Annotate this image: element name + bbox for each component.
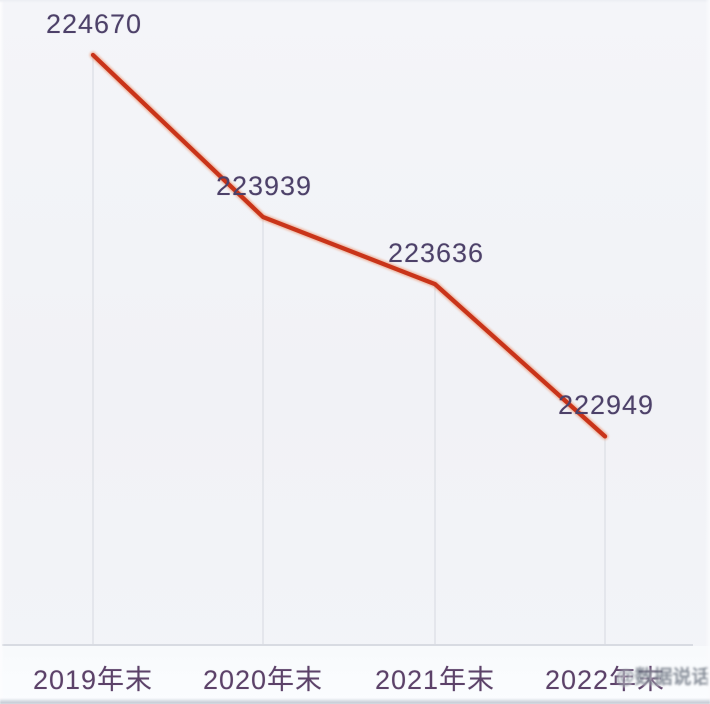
image-edge-bottom — [0, 698, 710, 704]
data-label: 223636 — [387, 238, 485, 269]
watermark: @数据说话 — [616, 667, 710, 688]
x-axis-label: 2019年末 — [32, 665, 154, 695]
data-label: 224670 — [45, 9, 143, 39]
x-axis-label: 2022年末 — [544, 665, 666, 695]
data-label: 222949 — [557, 390, 655, 421]
image-edge-top — [0, 0, 710, 3]
series-line-glow — [89, 51, 609, 440]
x-axis-label: 2020年末 — [202, 665, 324, 695]
image-edge-right — [705, 0, 710, 704]
guide-lines-group — [2, 55, 693, 646]
image-edge-left — [0, 0, 4, 704]
axis-footer-band — [0, 646, 710, 704]
data-label: 223939 — [215, 170, 313, 201]
series-group — [89, 51, 609, 440]
series-line — [90, 52, 608, 439]
x-axis-label: 2021年末 — [374, 665, 496, 695]
